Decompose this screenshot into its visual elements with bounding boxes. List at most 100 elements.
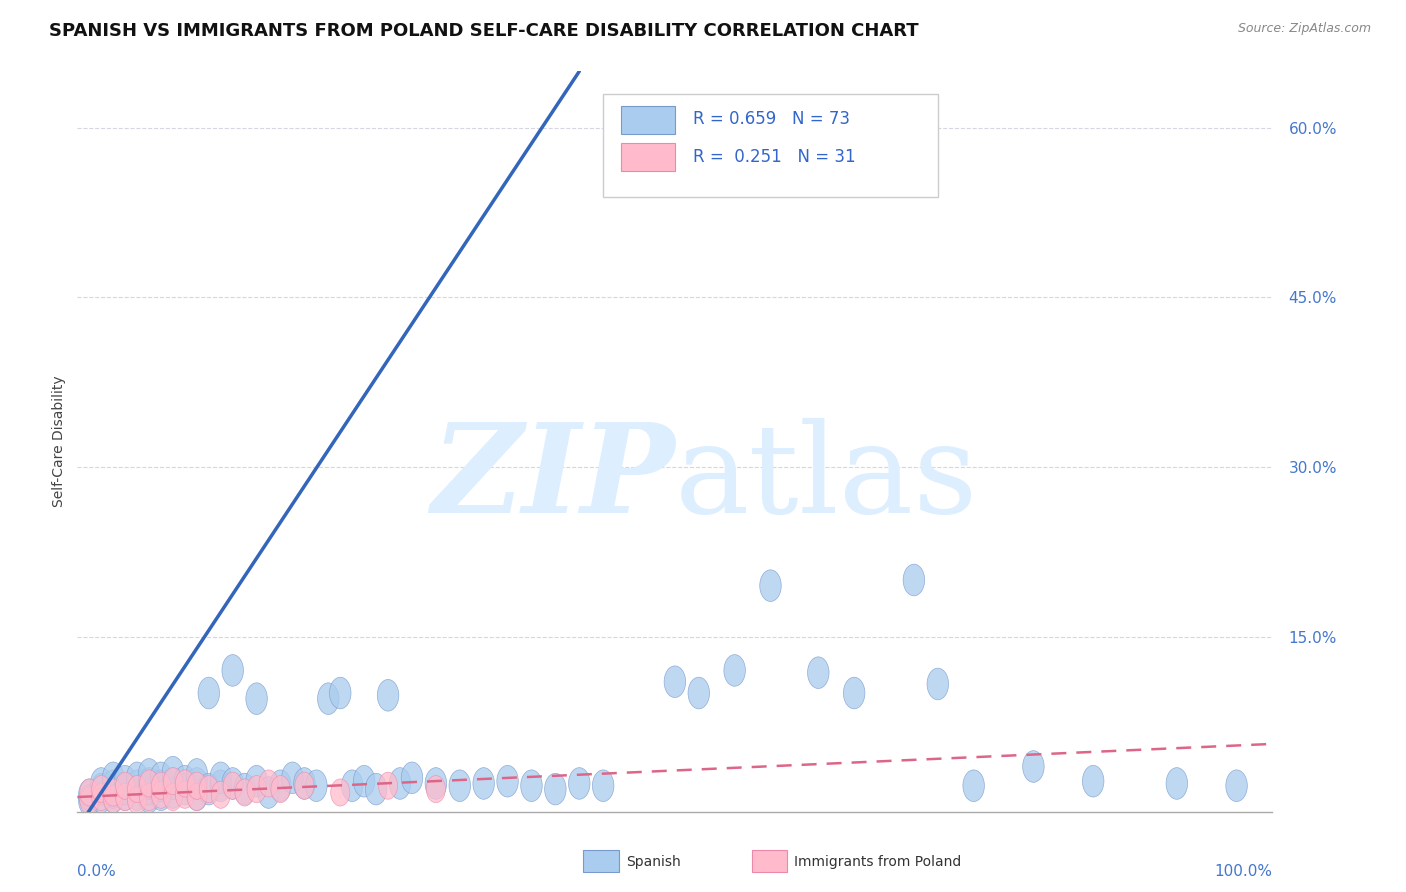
Ellipse shape: [163, 783, 183, 811]
Ellipse shape: [163, 768, 183, 795]
Ellipse shape: [329, 677, 352, 709]
Ellipse shape: [209, 762, 232, 794]
Ellipse shape: [150, 770, 172, 802]
Ellipse shape: [472, 768, 495, 799]
Ellipse shape: [174, 765, 195, 797]
Ellipse shape: [807, 657, 830, 689]
Text: 100.0%: 100.0%: [1215, 863, 1272, 879]
Ellipse shape: [903, 564, 925, 596]
Ellipse shape: [152, 781, 170, 808]
Ellipse shape: [425, 768, 447, 799]
Ellipse shape: [80, 779, 98, 806]
Ellipse shape: [128, 775, 146, 803]
Ellipse shape: [174, 773, 195, 805]
Ellipse shape: [222, 655, 243, 686]
Ellipse shape: [104, 779, 122, 806]
Text: R = 0.659   N = 73: R = 0.659 N = 73: [693, 111, 849, 128]
Ellipse shape: [114, 765, 136, 797]
Ellipse shape: [162, 756, 184, 788]
Text: Spanish: Spanish: [626, 855, 681, 869]
Ellipse shape: [187, 783, 207, 811]
Text: Immigrants from Poland: Immigrants from Poland: [794, 855, 962, 869]
Ellipse shape: [233, 773, 256, 805]
Ellipse shape: [91, 783, 111, 811]
Ellipse shape: [426, 775, 446, 803]
Ellipse shape: [224, 772, 242, 799]
Ellipse shape: [568, 768, 591, 799]
Ellipse shape: [295, 772, 314, 799]
Ellipse shape: [138, 768, 160, 799]
Ellipse shape: [176, 770, 194, 797]
Ellipse shape: [330, 779, 350, 806]
FancyBboxPatch shape: [603, 94, 938, 197]
FancyBboxPatch shape: [621, 144, 675, 171]
Ellipse shape: [115, 783, 135, 811]
Ellipse shape: [127, 779, 148, 811]
Ellipse shape: [1226, 770, 1247, 802]
FancyBboxPatch shape: [621, 106, 675, 135]
Ellipse shape: [592, 770, 614, 802]
Ellipse shape: [186, 758, 208, 790]
Ellipse shape: [305, 770, 328, 802]
Ellipse shape: [211, 781, 231, 808]
Ellipse shape: [257, 777, 280, 808]
Ellipse shape: [127, 770, 148, 802]
Ellipse shape: [103, 762, 124, 794]
Ellipse shape: [150, 779, 172, 811]
Ellipse shape: [198, 773, 219, 805]
Ellipse shape: [187, 772, 207, 799]
Ellipse shape: [209, 770, 232, 802]
Text: Source: ZipAtlas.com: Source: ZipAtlas.com: [1237, 22, 1371, 36]
Ellipse shape: [200, 775, 218, 803]
Ellipse shape: [318, 683, 339, 714]
Ellipse shape: [103, 777, 124, 808]
Text: 0.0%: 0.0%: [77, 863, 117, 879]
Ellipse shape: [378, 772, 398, 799]
Ellipse shape: [281, 762, 304, 794]
Text: R =  0.251   N = 31: R = 0.251 N = 31: [693, 147, 855, 166]
Ellipse shape: [664, 666, 686, 698]
Ellipse shape: [353, 765, 375, 797]
Ellipse shape: [114, 773, 136, 805]
Ellipse shape: [138, 781, 160, 813]
Ellipse shape: [186, 768, 208, 799]
Text: SPANISH VS IMMIGRANTS FROM POLAND SELF-CARE DISABILITY CORRELATION CHART: SPANISH VS IMMIGRANTS FROM POLAND SELF-C…: [49, 22, 920, 40]
Ellipse shape: [90, 781, 112, 813]
Ellipse shape: [162, 777, 184, 808]
Ellipse shape: [103, 781, 124, 813]
Ellipse shape: [91, 775, 111, 803]
Ellipse shape: [927, 668, 949, 700]
Ellipse shape: [844, 677, 865, 709]
Ellipse shape: [759, 570, 782, 601]
Ellipse shape: [544, 773, 567, 805]
Ellipse shape: [79, 785, 100, 816]
Ellipse shape: [150, 762, 172, 794]
Ellipse shape: [389, 768, 411, 799]
Ellipse shape: [294, 768, 315, 799]
Ellipse shape: [688, 677, 710, 709]
Ellipse shape: [80, 787, 98, 814]
Ellipse shape: [520, 770, 543, 802]
Ellipse shape: [1083, 765, 1104, 797]
Ellipse shape: [186, 779, 208, 811]
Ellipse shape: [246, 765, 267, 797]
Ellipse shape: [152, 772, 170, 799]
Ellipse shape: [138, 758, 160, 790]
Ellipse shape: [90, 773, 112, 805]
Text: ZIP: ZIP: [432, 417, 675, 540]
Ellipse shape: [401, 762, 423, 794]
Ellipse shape: [724, 655, 745, 686]
Ellipse shape: [79, 779, 100, 811]
Ellipse shape: [115, 772, 135, 799]
Ellipse shape: [138, 773, 160, 805]
Ellipse shape: [366, 773, 387, 805]
Text: atlas: atlas: [675, 418, 979, 539]
Ellipse shape: [247, 775, 266, 803]
Ellipse shape: [198, 677, 219, 709]
Ellipse shape: [176, 781, 194, 808]
Ellipse shape: [1166, 768, 1188, 799]
Ellipse shape: [128, 787, 146, 814]
Ellipse shape: [90, 768, 112, 799]
Ellipse shape: [235, 779, 254, 806]
Ellipse shape: [963, 770, 984, 802]
